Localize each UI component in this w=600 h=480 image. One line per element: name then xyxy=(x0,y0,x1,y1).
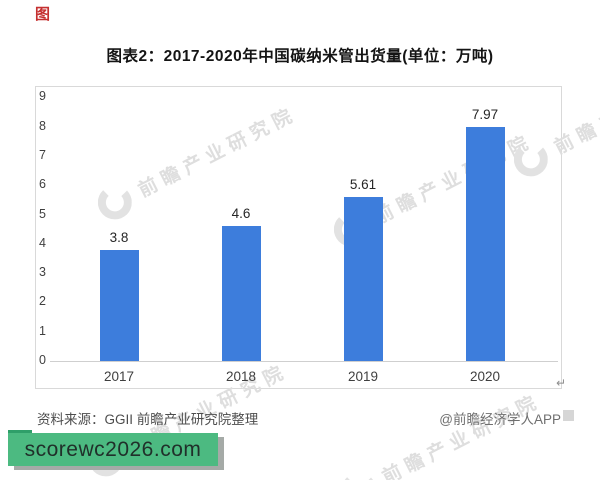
corner-red-mark: 图 xyxy=(35,6,51,23)
x-axis-category-label: 2018 xyxy=(225,369,257,384)
x-axis-category-label: 2020 xyxy=(469,369,501,384)
return-mark: ↵ xyxy=(556,376,567,390)
source-note: 资料来源：GGII 前瞻产业研究院整理 xyxy=(37,412,259,427)
x-axis-line xyxy=(50,361,558,362)
y-axis-tick-label: 8 xyxy=(39,118,46,133)
credit-placeholder-square xyxy=(563,410,574,421)
y-axis-tick-label: 5 xyxy=(39,206,46,221)
bar-value-label: 3.8 xyxy=(109,230,129,245)
y-axis-tick-label: 1 xyxy=(39,323,46,338)
bar-2019 xyxy=(343,197,383,361)
chart-title: 图表2：2017-2020年中国碳纳米管出货量(单位：万吨) xyxy=(106,48,494,65)
banner-body: scorewc2026.com xyxy=(8,433,218,466)
x-axis-category-label: 2019 xyxy=(347,369,379,384)
y-axis-tick-label: 9 xyxy=(39,89,46,104)
credit-text: @前瞻经济学人APP xyxy=(439,412,561,427)
chart-plot-border xyxy=(35,86,562,389)
y-axis-tick-label: 6 xyxy=(39,177,46,192)
y-axis-tick-label: 3 xyxy=(39,265,46,280)
overlay-banner: scorewc2026.com xyxy=(8,430,226,480)
y-axis-tick-label: 0 xyxy=(39,353,46,367)
bar-value-label: 5.61 xyxy=(349,177,377,192)
y-axis-tick-label: 7 xyxy=(39,147,46,162)
x-axis-category-label: 2017 xyxy=(103,369,135,384)
banner-url-text: scorewc2026.com xyxy=(24,437,202,461)
y-axis-tick-label: 2 xyxy=(39,294,46,309)
bar-value-label: 7.97 xyxy=(471,107,499,122)
bar-value-label: 4.6 xyxy=(231,206,251,221)
bar-2017 xyxy=(99,250,139,361)
bar-2018 xyxy=(221,226,261,361)
bar-2020 xyxy=(465,127,505,361)
credit-line: @前瞻经济学人APP xyxy=(439,408,574,428)
y-axis-tick-label: 4 xyxy=(39,235,46,250)
